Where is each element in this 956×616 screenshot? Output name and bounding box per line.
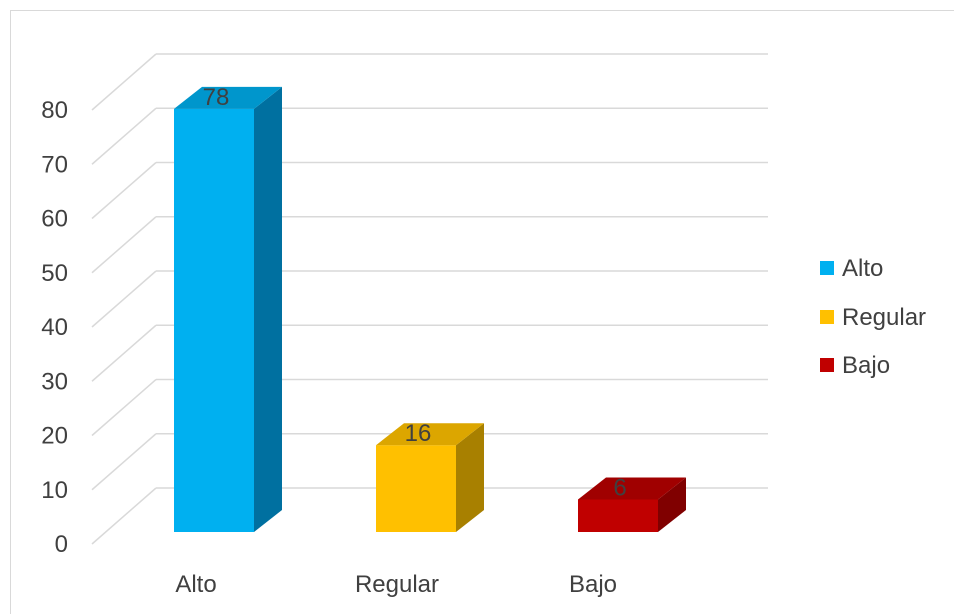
data-label: 6 [613,474,626,501]
y-tick-label: 30 [41,368,68,395]
y-tick-label: 70 [41,151,68,178]
legend-item-regular: Regular [820,304,926,331]
chart-frame [10,10,954,614]
legend-item-alto: Alto [820,255,883,282]
y-axis-ticks: 0 10 20 30 40 50 60 70 80 [41,97,68,558]
y-tick-label: 40 [41,314,68,341]
bar-front [174,108,254,532]
gridline-diagonal [91,53,157,111]
y-tick-label: 20 [41,423,68,450]
bar-bajo [578,477,686,532]
y-tick-label: 80 [41,97,68,124]
bar-front [578,499,658,532]
gridline-diagonal [91,487,157,545]
legend: Alto Regular Bajo [820,255,926,379]
gridline-diagonal [91,324,157,382]
y-tick-label: 10 [41,477,68,504]
bar-regular [376,423,484,532]
gridline-diagonal [91,161,157,220]
legend-swatch [820,261,834,275]
data-label: 78 [203,84,230,111]
gridline-diagonal [91,378,157,437]
legend-label: Bajo [842,352,890,379]
gridline-diagonal [91,216,157,274]
bar-side [456,423,484,532]
bar-top [376,423,484,446]
gridline-diagonal [91,433,157,491]
gridline-diagonal [91,107,157,165]
bar-top [174,86,282,109]
data-labels: 78 16 6 [203,84,627,502]
bar-side [254,86,282,532]
x-category-label: Alto [175,571,216,598]
y-tick-label: 0 [55,531,68,558]
bar-alto [174,86,282,532]
y-tick-label: 50 [41,260,68,287]
gridline-diagonal [91,270,157,328]
legend-item-bajo: Bajo [820,352,890,379]
legend-label: Alto [842,255,883,282]
x-category-label: Bajo [569,571,617,598]
y-tick-label: 60 [41,206,68,233]
x-category-label: Regular [355,571,439,598]
bar-front [376,445,456,532]
bar-side [658,477,686,532]
legend-swatch [820,358,834,372]
legend-label: Regular [842,304,926,331]
bars [174,86,686,532]
data-label: 16 [405,420,432,447]
x-axis-categories: Alto Regular Bajo [175,571,617,598]
legend-swatch [820,310,834,324]
bar-top [578,477,686,500]
